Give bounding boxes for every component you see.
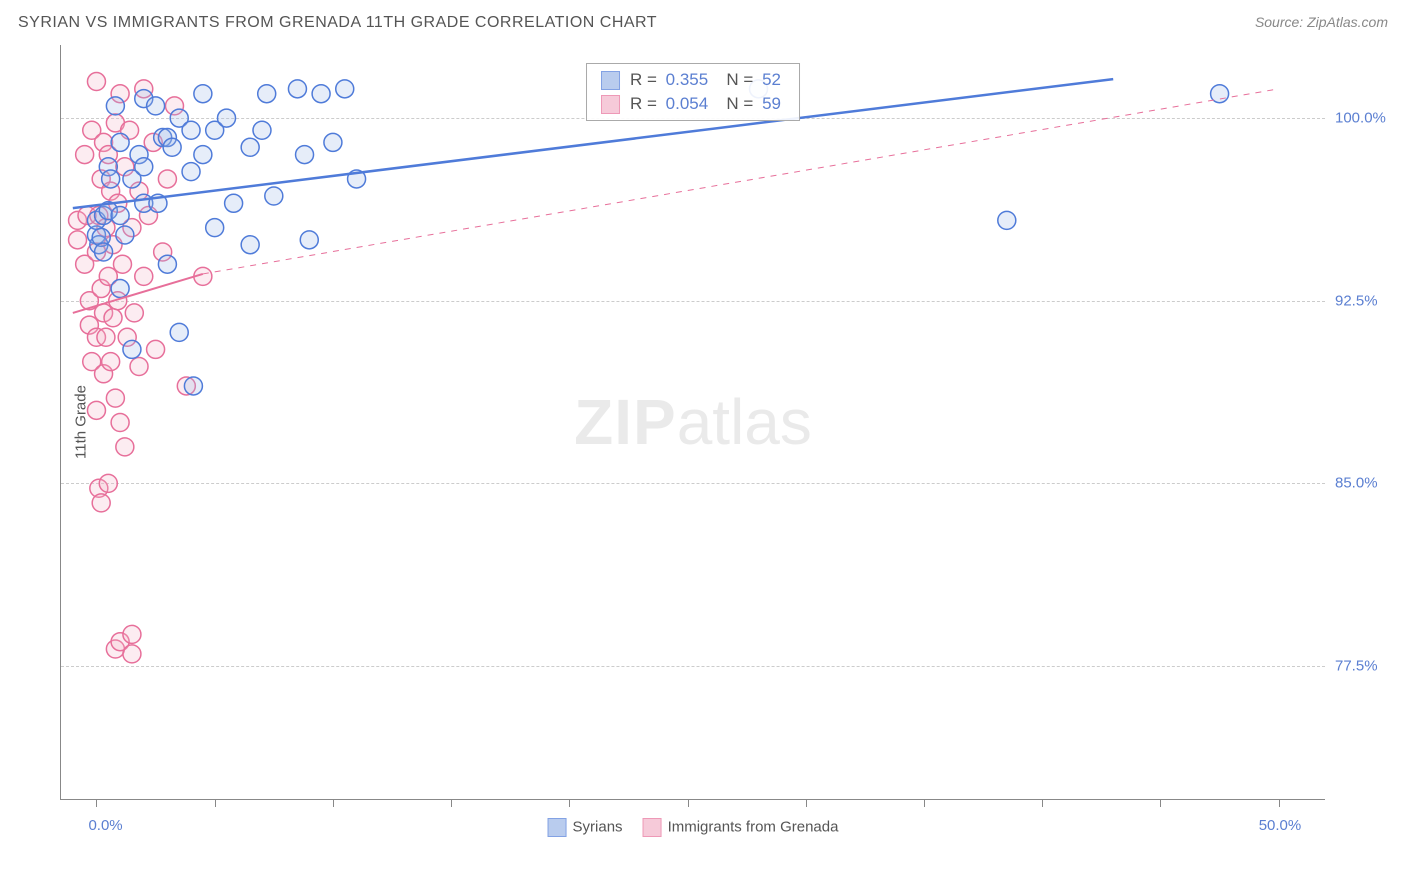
- correlation-row: R = 0.054 N = 59: [587, 92, 799, 116]
- data-point: [170, 323, 188, 341]
- correlation-legend-box: R = 0.355 N = 52R = 0.054 N = 59: [586, 63, 800, 121]
- x-tick-label: 50.0%: [1259, 817, 1302, 834]
- data-point: [104, 309, 122, 327]
- data-point: [87, 401, 105, 419]
- data-point: [218, 109, 236, 127]
- scatter-svg: [61, 45, 1325, 799]
- data-point: [324, 133, 342, 151]
- n-label: N =: [726, 70, 753, 90]
- legend-swatch: [601, 95, 620, 114]
- y-tick-label: 77.5%: [1335, 658, 1395, 675]
- data-point: [241, 236, 259, 254]
- r-label: R =: [630, 70, 657, 90]
- data-point: [111, 414, 129, 432]
- data-point: [92, 494, 110, 512]
- data-point: [163, 138, 181, 156]
- x-tick: [806, 799, 807, 807]
- x-tick: [96, 799, 97, 807]
- data-point: [182, 163, 200, 181]
- data-point: [123, 625, 141, 643]
- x-tick: [215, 799, 216, 807]
- data-point: [147, 97, 165, 115]
- legend-swatch: [601, 71, 620, 90]
- data-point: [182, 121, 200, 139]
- legend-swatch: [548, 818, 567, 837]
- n-label: N =: [726, 94, 753, 114]
- data-point: [95, 243, 113, 261]
- legend-item: Syrians: [548, 818, 623, 837]
- data-point: [265, 187, 283, 205]
- data-point: [87, 73, 105, 91]
- x-tick: [688, 799, 689, 807]
- legend-label: Immigrants from Grenada: [668, 818, 839, 835]
- legend-item: Immigrants from Grenada: [643, 818, 839, 837]
- x-tick: [924, 799, 925, 807]
- x-tick: [569, 799, 570, 807]
- plot-area: 11th Grade 77.5%85.0%92.5%100.0% 0.0%50.…: [60, 45, 1325, 800]
- x-tick-label: 0.0%: [88, 817, 122, 834]
- data-point: [116, 438, 134, 456]
- data-point: [123, 645, 141, 663]
- data-point: [147, 340, 165, 358]
- data-point: [123, 340, 141, 358]
- data-point: [106, 97, 124, 115]
- data-point: [300, 231, 318, 249]
- data-point: [76, 146, 94, 164]
- data-point: [111, 133, 129, 151]
- y-tick-label: 100.0%: [1335, 110, 1395, 127]
- data-point: [111, 280, 129, 298]
- data-point: [69, 231, 87, 249]
- data-point: [158, 170, 176, 188]
- source-attribution: Source: ZipAtlas.com: [1255, 14, 1388, 30]
- r-value: 0.054: [666, 94, 709, 114]
- x-tick: [451, 799, 452, 807]
- data-point: [194, 146, 212, 164]
- legend-bottom: Syrians Immigrants from Grenada: [548, 818, 839, 837]
- chart-title: SYRIAN VS IMMIGRANTS FROM GRENADA 11TH G…: [18, 14, 657, 32]
- data-point: [258, 85, 276, 103]
- data-point: [125, 304, 143, 322]
- x-tick: [1279, 799, 1280, 807]
- data-point: [113, 255, 131, 273]
- r-value: 0.355: [666, 70, 709, 90]
- r-label: R =: [630, 94, 657, 114]
- y-tick-label: 92.5%: [1335, 292, 1395, 309]
- data-point: [102, 170, 120, 188]
- n-value: 59: [762, 94, 781, 114]
- data-point: [116, 226, 134, 244]
- data-point: [111, 206, 129, 224]
- data-point: [158, 255, 176, 273]
- legend-label: Syrians: [573, 818, 623, 835]
- x-tick: [333, 799, 334, 807]
- data-point: [99, 474, 117, 492]
- data-point: [336, 80, 354, 98]
- data-point: [130, 357, 148, 375]
- data-point: [241, 138, 259, 156]
- data-point: [206, 219, 224, 237]
- data-point: [102, 353, 120, 371]
- data-point: [296, 146, 314, 164]
- x-tick: [1042, 799, 1043, 807]
- data-point: [253, 121, 271, 139]
- x-tick: [1160, 799, 1161, 807]
- data-point: [998, 211, 1016, 229]
- data-point: [312, 85, 330, 103]
- n-value: 52: [762, 70, 781, 90]
- data-point: [194, 85, 212, 103]
- correlation-row: R = 0.355 N = 52: [587, 68, 799, 92]
- data-point: [288, 80, 306, 98]
- data-point: [225, 194, 243, 212]
- data-point: [184, 377, 202, 395]
- data-point: [135, 267, 153, 285]
- data-point: [97, 328, 115, 346]
- y-tick-label: 85.0%: [1335, 475, 1395, 492]
- data-point: [106, 389, 124, 407]
- legend-swatch: [643, 818, 662, 837]
- data-point: [135, 158, 153, 176]
